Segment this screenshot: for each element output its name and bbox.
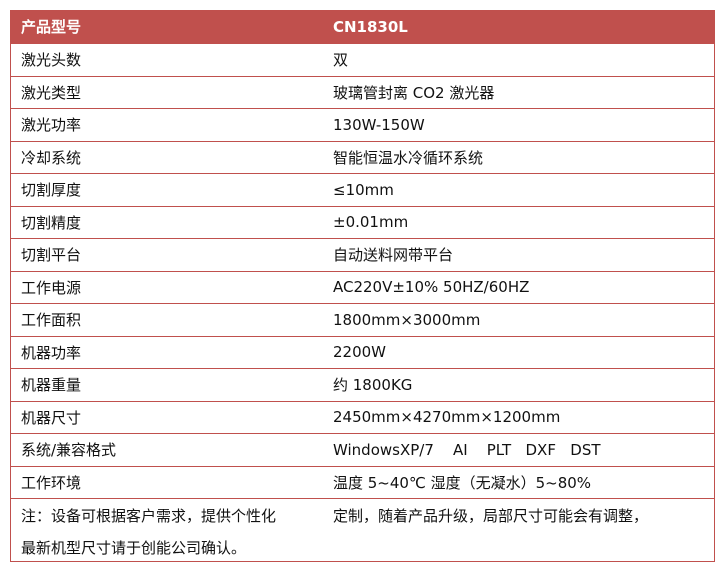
table-row: 激光头数 双 [11, 43, 714, 76]
table-row: 工作电源 AC220V±10% 50HZ/60HZ [11, 270, 714, 304]
table-row: 系统/兼容格式 WindowsXP/7 AI PLT DXF DST [11, 433, 714, 466]
row-label: 机器功率 [21, 343, 82, 362]
header-label: 产品型号 [21, 18, 82, 36]
table-row: 切割精度 ±0.01mm [11, 205, 714, 239]
row-value: 双 [333, 51, 349, 70]
row-label: 工作环境 [21, 473, 82, 492]
note-line2: 最新机型尺寸请于创能公司确认。 [21, 538, 247, 557]
row-value: 1800mm×3000mm [333, 310, 481, 329]
row-value: 玻璃管封离 CO2 激光器 [333, 83, 495, 102]
row-value: 2200W [333, 343, 387, 362]
table-row: 激光类型 玻璃管封离 CO2 激光器 [11, 75, 714, 109]
row-value: AC220V±10% 50HZ/60HZ [333, 278, 530, 297]
row-label: 冷却系统 [21, 148, 82, 167]
note-line1a: 注：设备可根据客户需求，提供个性化 [21, 507, 277, 525]
row-value: 智能恒温水冷循环系统 [333, 148, 484, 167]
row-value: WindowsXP/7 AI PLT DXF DST [333, 440, 601, 459]
row-label: 激光类型 [21, 83, 82, 102]
table-row: 机器功率 2200W [11, 335, 714, 369]
note-line1b: 定制，随着产品升级，局部尺寸可能会有调整， [333, 507, 649, 525]
row-value: 2450mm×4270mm×1200mm [333, 408, 561, 427]
row-label: 工作电源 [21, 278, 82, 297]
row-label: 机器重量 [21, 376, 82, 395]
spec-table: 产品型号 CN1830L 激光头数 双激光类型 玻璃管封离 CO2 激光器激光功率 1… [10, 10, 715, 562]
row-value: 自动送料网带平台 [333, 246, 454, 265]
table-row: 切割平台 自动送料网带平台 [11, 238, 714, 271]
table-row: 机器重量 约 1800KG [11, 368, 714, 401]
row-label: 切割平台 [21, 246, 82, 265]
row-label: 激光头数 [21, 51, 82, 70]
row-label: 系统/兼容格式 [21, 441, 117, 460]
row-label: 切割精度 [21, 213, 82, 232]
table-row: 机器尺寸 2450mm×4270mm×1200mm [11, 400, 714, 434]
row-value: ±0.01mm [333, 213, 409, 232]
row-value: 温度 5~40℃ 湿度（无凝水）5~80% [333, 473, 592, 492]
row-value: 130W-150W [333, 115, 425, 134]
row-label: 切割厚度 [21, 181, 82, 200]
row-value: ≤10mm [333, 180, 394, 199]
note: 注：设备可根据客户需求，提供个性化 定制，随着产品升级，局部尺寸可能会有调整， 最… [11, 498, 714, 561]
row-label: 工作面积 [21, 311, 82, 330]
table-row: 冷却系统 智能恒温水冷循环系统 [11, 140, 714, 174]
table-row: 切割厚度 ≤10mm [11, 173, 714, 206]
table-row: 工作面积 1800mm×3000mm [11, 303, 714, 336]
row-value: 约 1800KG [333, 376, 413, 395]
header-value: CN1830L [333, 17, 408, 36]
row-label: 机器尺寸 [21, 408, 82, 427]
table-row: 激光功率 130W-150W [11, 108, 714, 141]
table-header: 产品型号 CN1830L [11, 10, 714, 43]
table-row: 工作环境 温度 5~40℃ 湿度（无凝水）5~80% [11, 465, 714, 499]
row-label: 激光功率 [21, 116, 82, 135]
